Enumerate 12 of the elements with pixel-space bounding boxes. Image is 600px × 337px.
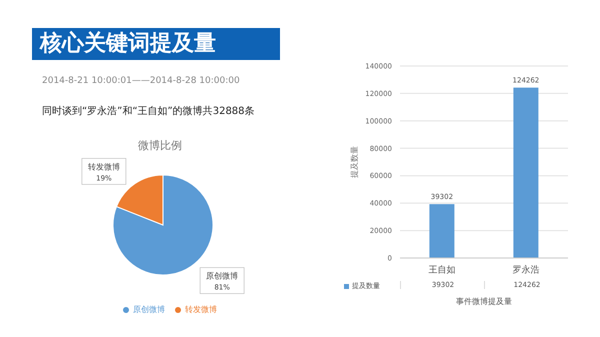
legend-label: 转发微博 — [185, 305, 217, 314]
text: 同时谈到“罗永浩”和“王自如”的微博共32888条 — [42, 104, 255, 118]
y-axis-title: 提及数量 — [350, 146, 359, 178]
text: 2014-8-21 10:00:01——2014-8-28 10:00:00 — [42, 76, 240, 86]
slice-label: 原创微博 — [206, 272, 238, 281]
text: 核心关键词提及量 — [32, 28, 280, 60]
legend-label: 原创微博 — [133, 305, 165, 314]
x-tick-label: 罗永浩 — [512, 264, 540, 276]
chart-title: 微博比例 — [137, 138, 183, 153]
x-tick-label: 王自如 — [428, 264, 456, 276]
slice-label: 转发微博 — [88, 162, 120, 172]
x-axis-title: 事件微博提及量 — [455, 296, 513, 307]
